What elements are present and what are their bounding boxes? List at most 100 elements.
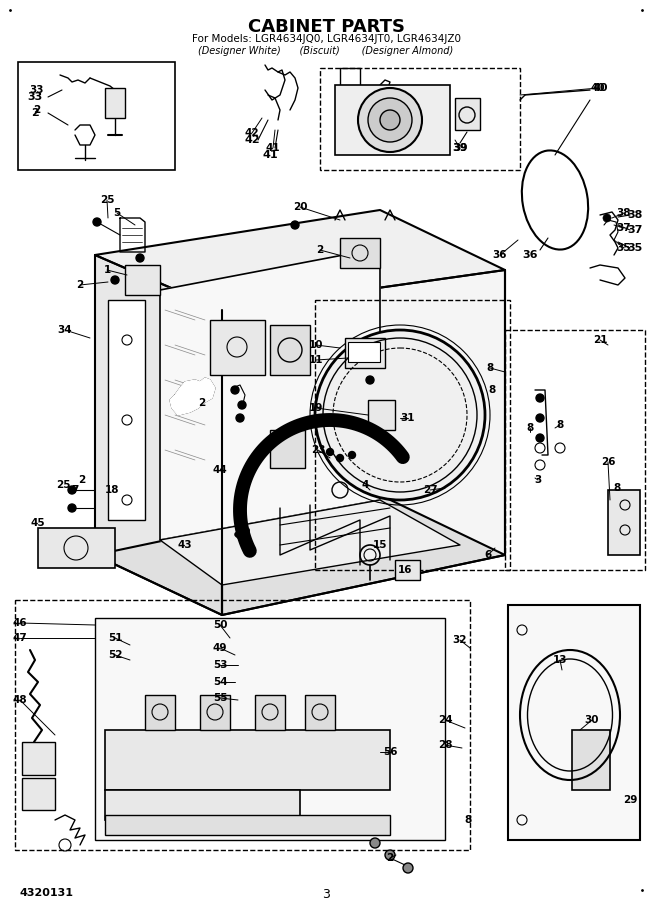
Text: 8: 8 — [614, 483, 621, 493]
Polygon shape — [95, 255, 222, 615]
Text: 3: 3 — [322, 888, 330, 900]
Text: 4: 4 — [361, 480, 368, 490]
Text: 18: 18 — [105, 485, 119, 495]
Text: 26: 26 — [600, 457, 615, 467]
Polygon shape — [95, 495, 505, 615]
Text: 39: 39 — [452, 143, 467, 153]
Text: 28: 28 — [437, 740, 452, 750]
Text: 52: 52 — [108, 650, 123, 660]
Text: 41: 41 — [265, 143, 280, 153]
Bar — [305, 695, 335, 730]
Text: 25: 25 — [56, 480, 70, 490]
Bar — [315, 300, 510, 570]
Circle shape — [366, 376, 374, 384]
Bar — [395, 560, 420, 580]
Polygon shape — [160, 248, 380, 540]
Text: 20: 20 — [293, 202, 307, 212]
Text: 2: 2 — [33, 105, 40, 115]
Circle shape — [358, 88, 422, 152]
Text: 1: 1 — [104, 265, 111, 275]
Text: 2: 2 — [78, 475, 85, 485]
Bar — [105, 730, 390, 790]
Text: 37: 37 — [627, 225, 643, 235]
Text: 44: 44 — [213, 465, 228, 475]
Bar — [320, 68, 520, 170]
Circle shape — [349, 452, 355, 458]
Bar — [22, 778, 55, 810]
Bar — [105, 790, 300, 820]
Circle shape — [291, 221, 299, 229]
Circle shape — [370, 838, 380, 848]
Bar — [368, 400, 395, 430]
Text: 40: 40 — [591, 83, 605, 93]
Text: 6: 6 — [484, 550, 492, 560]
Text: CABINET PARTS: CABINET PARTS — [248, 18, 404, 36]
Text: 36: 36 — [522, 250, 538, 260]
Text: 45: 45 — [31, 518, 45, 528]
Text: 2: 2 — [316, 245, 323, 255]
Text: 46: 46 — [12, 618, 27, 628]
Bar — [200, 695, 230, 730]
Text: 32: 32 — [452, 635, 467, 645]
Text: 10: 10 — [309, 340, 323, 350]
Text: 8: 8 — [526, 423, 533, 433]
Text: 8: 8 — [488, 385, 496, 395]
Text: 8: 8 — [486, 363, 494, 373]
Bar — [335, 85, 450, 155]
Bar — [455, 98, 480, 130]
Bar — [270, 325, 310, 375]
Text: 2: 2 — [198, 398, 205, 408]
Text: 42: 42 — [244, 128, 259, 138]
Text: (Designer White)      (Biscuit)       (Designer Almond): (Designer White) (Biscuit) (Designer Alm… — [198, 46, 454, 56]
Text: 37: 37 — [617, 223, 631, 233]
Bar — [255, 695, 285, 730]
Bar — [108, 300, 145, 520]
Polygon shape — [95, 210, 505, 310]
Text: 41: 41 — [262, 150, 278, 160]
Bar — [22, 742, 55, 775]
Bar — [38, 528, 115, 568]
Bar — [105, 815, 390, 835]
Text: 7: 7 — [71, 485, 79, 495]
Circle shape — [238, 401, 246, 409]
Text: 8: 8 — [556, 420, 563, 430]
Circle shape — [93, 218, 101, 226]
Circle shape — [536, 394, 544, 402]
Polygon shape — [160, 500, 460, 585]
Circle shape — [315, 330, 485, 500]
Text: 56: 56 — [383, 747, 397, 757]
Bar — [608, 490, 640, 555]
Text: 50: 50 — [213, 620, 228, 630]
Bar — [340, 238, 380, 268]
Text: 36: 36 — [493, 250, 507, 260]
Text: 2: 2 — [76, 280, 83, 290]
Text: For Models: LGR4634JQ0, LGR4634JT0, LGR4634JZ0: For Models: LGR4634JQ0, LGR4634JT0, LGR4… — [192, 34, 460, 44]
Bar — [572, 730, 610, 790]
Bar — [345, 338, 385, 368]
Text: 39: 39 — [452, 143, 467, 153]
Text: 23: 23 — [311, 445, 325, 455]
Circle shape — [231, 386, 239, 394]
Circle shape — [336, 454, 344, 462]
Text: 55: 55 — [213, 693, 228, 703]
Text: 49: 49 — [213, 643, 228, 653]
Text: 31: 31 — [401, 413, 415, 423]
Text: 33: 33 — [27, 92, 42, 102]
Circle shape — [327, 448, 334, 455]
Text: 21: 21 — [593, 335, 607, 345]
Polygon shape — [222, 270, 505, 615]
Circle shape — [68, 486, 76, 494]
Bar — [270, 430, 305, 468]
Circle shape — [136, 254, 144, 262]
Text: 2: 2 — [387, 853, 394, 863]
Text: 27: 27 — [422, 485, 437, 495]
Circle shape — [236, 414, 244, 422]
Text: 43: 43 — [178, 540, 192, 550]
Bar — [105, 88, 125, 118]
Text: 3: 3 — [535, 475, 542, 485]
Bar — [508, 605, 640, 840]
Bar — [18, 62, 175, 170]
Text: 19: 19 — [309, 403, 323, 413]
Text: 24: 24 — [437, 715, 452, 725]
Text: 30: 30 — [585, 715, 599, 725]
